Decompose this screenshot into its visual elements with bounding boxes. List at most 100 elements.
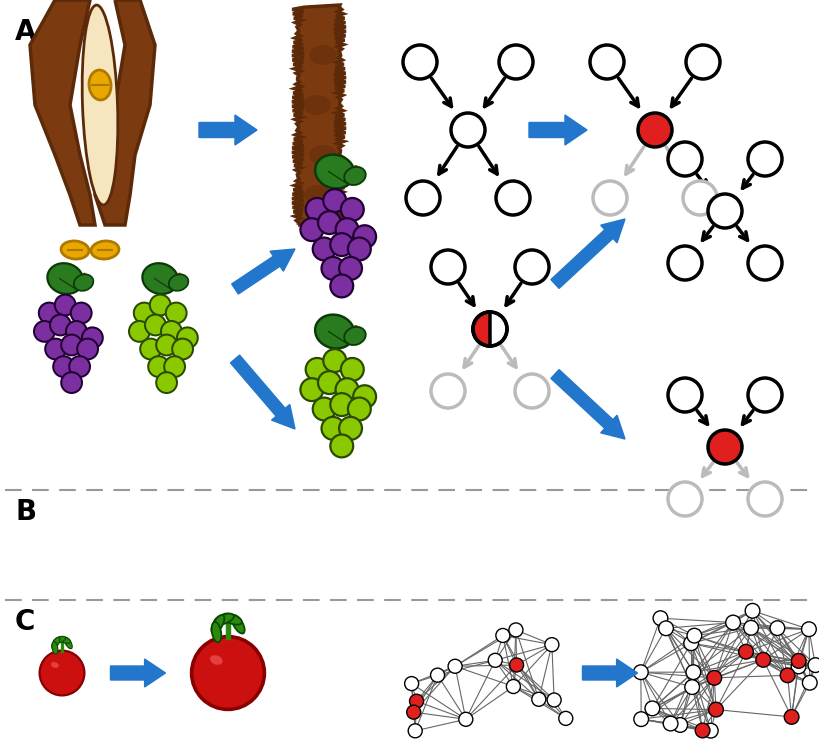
Text: A: A: [15, 18, 37, 46]
Ellipse shape: [88, 70, 111, 100]
Circle shape: [164, 356, 185, 377]
Ellipse shape: [82, 5, 118, 205]
Circle shape: [499, 45, 532, 79]
Circle shape: [790, 653, 805, 668]
Ellipse shape: [169, 274, 188, 291]
Ellipse shape: [303, 95, 331, 115]
Ellipse shape: [304, 185, 332, 205]
Circle shape: [192, 637, 264, 710]
Circle shape: [408, 724, 422, 737]
Circle shape: [487, 653, 501, 668]
Circle shape: [45, 339, 66, 360]
Circle shape: [405, 181, 440, 215]
Ellipse shape: [61, 241, 88, 259]
Circle shape: [686, 629, 701, 643]
Circle shape: [790, 659, 805, 674]
FancyArrow shape: [581, 659, 636, 687]
Circle shape: [769, 621, 784, 635]
Circle shape: [801, 622, 815, 637]
Circle shape: [77, 339, 98, 360]
Circle shape: [150, 294, 170, 315]
Ellipse shape: [74, 274, 93, 291]
Circle shape: [459, 712, 473, 726]
FancyArrow shape: [550, 219, 624, 288]
Circle shape: [695, 723, 709, 737]
Circle shape: [637, 113, 672, 147]
FancyArrow shape: [199, 115, 256, 145]
Ellipse shape: [53, 636, 66, 644]
Circle shape: [305, 358, 328, 381]
Circle shape: [558, 711, 572, 725]
Circle shape: [546, 693, 560, 707]
Circle shape: [156, 335, 177, 355]
Circle shape: [312, 397, 335, 421]
Circle shape: [148, 356, 169, 377]
Circle shape: [708, 702, 722, 717]
Circle shape: [406, 705, 420, 719]
Circle shape: [633, 665, 647, 680]
Ellipse shape: [222, 614, 242, 625]
Circle shape: [645, 701, 659, 716]
Wedge shape: [473, 312, 490, 346]
Ellipse shape: [211, 622, 221, 642]
Circle shape: [129, 321, 150, 342]
Circle shape: [667, 246, 701, 280]
Ellipse shape: [309, 145, 337, 165]
FancyArrow shape: [528, 115, 586, 145]
PathPatch shape: [30, 0, 95, 225]
Ellipse shape: [52, 641, 58, 654]
Circle shape: [506, 680, 520, 693]
FancyArrow shape: [232, 249, 295, 294]
Ellipse shape: [64, 638, 72, 649]
Circle shape: [686, 665, 700, 680]
Circle shape: [321, 257, 344, 280]
Circle shape: [672, 718, 686, 732]
Circle shape: [335, 219, 358, 241]
Circle shape: [53, 356, 74, 377]
Circle shape: [330, 394, 353, 416]
Circle shape: [330, 233, 353, 256]
Circle shape: [341, 358, 364, 381]
Circle shape: [743, 620, 758, 635]
PathPatch shape: [95, 0, 155, 225]
Circle shape: [658, 621, 672, 635]
Circle shape: [514, 374, 549, 408]
Circle shape: [305, 198, 328, 221]
Circle shape: [783, 710, 798, 724]
Ellipse shape: [344, 327, 365, 345]
Circle shape: [69, 356, 90, 377]
Circle shape: [66, 321, 87, 342]
Circle shape: [353, 225, 376, 248]
Circle shape: [430, 668, 444, 682]
Circle shape: [133, 303, 155, 324]
FancyArrow shape: [230, 355, 295, 429]
Circle shape: [431, 374, 464, 408]
Circle shape: [747, 378, 781, 412]
Circle shape: [82, 327, 102, 348]
Circle shape: [738, 644, 753, 659]
Circle shape: [177, 327, 197, 348]
Ellipse shape: [344, 167, 365, 185]
Circle shape: [667, 378, 701, 412]
Ellipse shape: [52, 638, 60, 649]
Ellipse shape: [91, 241, 119, 259]
Circle shape: [450, 113, 484, 147]
Ellipse shape: [314, 315, 354, 348]
Circle shape: [544, 638, 559, 652]
Circle shape: [330, 275, 353, 297]
Circle shape: [747, 142, 781, 176]
Circle shape: [706, 671, 721, 685]
Circle shape: [145, 315, 165, 336]
Circle shape: [172, 339, 192, 360]
Text: B: B: [15, 498, 36, 526]
Circle shape: [321, 417, 344, 440]
Circle shape: [34, 321, 55, 342]
Circle shape: [592, 181, 627, 215]
Circle shape: [683, 636, 698, 650]
Circle shape: [165, 303, 187, 324]
Circle shape: [341, 198, 364, 221]
Circle shape: [55, 294, 75, 315]
Circle shape: [663, 716, 677, 731]
Circle shape: [323, 349, 346, 372]
Circle shape: [402, 45, 437, 79]
